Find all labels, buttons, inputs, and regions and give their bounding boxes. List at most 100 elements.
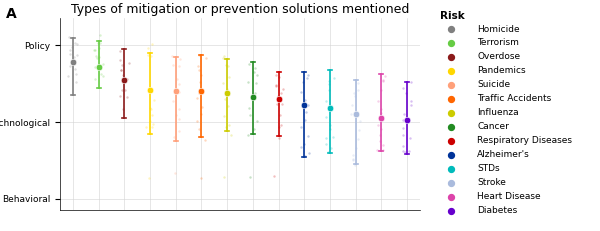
Point (193, 64, 203, 67)
Point (70, 41, 80, 45)
Point (347, 103, 356, 107)
Point (98, 74, 107, 78)
Point (172, 77, 182, 81)
Point (277, 123, 286, 127)
Text: Respiratory Diseases: Respiratory Diseases (478, 136, 572, 145)
Text: Heart Disease: Heart Disease (478, 192, 541, 201)
Text: Overdose: Overdose (478, 52, 520, 61)
Point (175, 107, 184, 111)
Point (223, 64, 233, 68)
Point (296, 145, 306, 149)
Point (300, 98, 310, 102)
Point (244, 80, 253, 84)
Point (193, 96, 202, 100)
Text: Pandemics: Pandemics (478, 67, 526, 76)
Point (65, 48, 74, 52)
Point (168, 99, 178, 103)
Point (71, 73, 81, 76)
Point (244, 133, 253, 137)
Point (65, 53, 75, 56)
Point (97, 72, 106, 76)
Text: Cancer: Cancer (478, 122, 509, 131)
Point (347, 112, 356, 116)
Point (171, 113, 181, 117)
Point (67, 46, 76, 49)
Point (92, 56, 101, 60)
Point (171, 89, 181, 93)
Point (218, 56, 227, 60)
Point (245, 175, 254, 178)
Point (326, 104, 335, 108)
Point (374, 123, 383, 127)
Point (272, 73, 281, 77)
Point (116, 94, 125, 98)
Point (400, 112, 409, 116)
Point (90, 49, 100, 52)
Point (398, 86, 407, 90)
Point (201, 56, 211, 60)
Point (398, 149, 408, 153)
Point (378, 78, 388, 81)
Point (146, 54, 156, 58)
Point (224, 123, 234, 126)
Point (116, 68, 126, 72)
Point (349, 153, 358, 157)
Point (223, 91, 232, 95)
Point (169, 135, 179, 139)
Point (221, 64, 230, 67)
Point (353, 81, 363, 85)
Point (398, 145, 408, 148)
Point (274, 75, 283, 79)
Text: Traffic Accidents: Traffic Accidents (478, 94, 551, 103)
Point (145, 132, 155, 135)
Point (94, 65, 103, 69)
Point (406, 80, 416, 84)
Point (220, 114, 229, 118)
Point (398, 134, 407, 137)
Point (145, 106, 155, 110)
Point (349, 91, 358, 94)
Point (119, 78, 129, 82)
Point (352, 146, 361, 150)
Point (250, 70, 259, 74)
Point (277, 102, 287, 106)
Point (65, 64, 74, 68)
Point (122, 77, 132, 81)
Point (298, 81, 307, 84)
Point (194, 53, 204, 57)
Point (269, 175, 279, 178)
Point (145, 88, 155, 92)
Point (95, 41, 104, 45)
Point (175, 82, 184, 85)
Point (351, 112, 361, 116)
Point (350, 94, 360, 98)
Text: Diabetes: Diabetes (478, 206, 518, 215)
Point (194, 128, 204, 131)
Point (224, 105, 233, 108)
Point (373, 149, 382, 152)
Text: A: A (6, 7, 17, 21)
Point (350, 163, 359, 167)
Point (376, 112, 386, 115)
Point (325, 123, 334, 127)
Point (326, 128, 335, 131)
Point (398, 118, 408, 122)
Point (197, 73, 206, 77)
Point (276, 91, 286, 95)
Point (348, 157, 358, 161)
Point (71, 80, 81, 84)
Point (122, 95, 132, 99)
Point (174, 117, 184, 121)
Point (406, 104, 416, 107)
Point (167, 54, 177, 58)
Point (195, 80, 205, 84)
Point (220, 97, 229, 100)
Point (355, 119, 365, 123)
Point (275, 113, 284, 117)
Point (274, 136, 284, 140)
Point (244, 106, 254, 110)
Point (69, 60, 79, 64)
Point (376, 127, 386, 131)
Point (193, 119, 202, 123)
Point (116, 68, 126, 72)
